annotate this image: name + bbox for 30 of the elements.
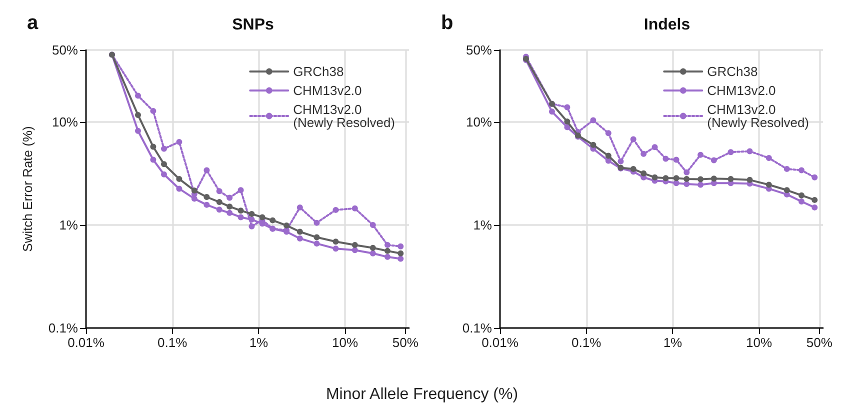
legend-label: CHM13v2.0 [293,83,362,98]
legend-label: CHM13v2.0 (Newly Resolved) [293,102,396,130]
x-tick-label: 0.1% [158,335,188,350]
y-axis-title: Switch Error Rate (%) [20,126,35,252]
legend-label: GRCh38 [707,64,758,79]
y-tick-label: 0.1% [48,320,78,336]
text: a [27,12,39,34]
x-tick-label: 0.1% [572,335,602,350]
text: b [441,12,454,34]
x-tick-label: 1% [249,335,269,350]
legend-label: CHM13v2.0 [707,83,776,98]
x-axis-title: Minor Allele Frequency (%) [324,386,520,404]
y-tick-label: 10% [52,114,78,130]
x-tick-label: 50% [806,335,833,350]
x-tick-label: 10% [332,335,359,350]
legend-label: GRCh38 [293,64,344,79]
y-tick-label: 50% [52,42,78,58]
y-tick-label: 1% [473,218,492,232]
y-tick-label: 10% [466,114,492,130]
chart-title: Indels [644,16,690,34]
chart-title: SNPs [232,16,274,34]
x-tick-label: 10% [746,335,773,350]
x-tick-label: 1% [663,335,683,350]
legend-label: CHM13v2.0 (Newly Resolved) [707,102,810,130]
x-tick-label: 0.01% [68,335,105,350]
y-tick-label: 0.1% [462,320,492,336]
x-tick-label: 50% [392,335,419,350]
x-tick-label: 0.01% [482,335,519,350]
y-tick-label: 50% [466,42,492,58]
y-tick-label: 1% [59,218,78,232]
